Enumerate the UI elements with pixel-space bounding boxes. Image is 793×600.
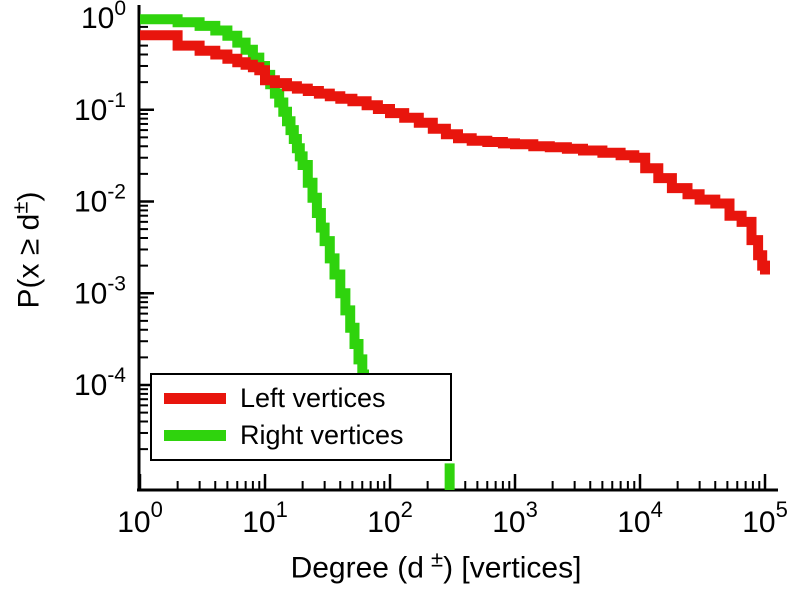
x-axis-label: Degree (d ±) [vertices] <box>291 547 582 586</box>
x-tick-label: 101 <box>242 497 288 539</box>
axes <box>137 5 778 492</box>
data-series <box>140 14 770 490</box>
x-tick-label: 105 <box>742 497 788 539</box>
x-axis-ticks: 100 101 102 103 104 105 <box>117 474 788 539</box>
legend-entry-left-vertices: Left vertices <box>164 385 450 412</box>
series-line-right-vertices <box>140 14 369 450</box>
y-tick-label: 10-1 <box>74 89 126 127</box>
y-axis-ticks: 100 10-1 10-2 10-3 10-4 <box>74 0 154 451</box>
y-tick-label: 100 <box>81 0 126 35</box>
x-tick-label: 104 <box>617 497 663 539</box>
x-tick-label: 100 <box>117 497 163 539</box>
y-tick-label: 10-4 <box>74 364 126 402</box>
y-axis-label-tail: ) <box>12 191 46 202</box>
legend-swatch-left-vertices <box>164 393 226 404</box>
y-tick-label: 10-3 <box>74 272 126 310</box>
legend-entry-right-vertices: Right vertices <box>164 422 450 449</box>
legend-swatch-right-vertices <box>164 430 226 441</box>
y-axis-label: P(x ≥ d±) <box>8 192 47 309</box>
y-tick-label: 10-2 <box>74 181 126 219</box>
x-axis-label-text: Degree (d <box>290 551 424 585</box>
legend-label-left-vertices: Left vertices <box>240 383 386 413</box>
x-tick-label: 102 <box>367 497 413 539</box>
y-axis-label-sup: ± <box>7 201 33 214</box>
x-axis-label-tail: ) [vertices] <box>443 551 582 585</box>
x-tick-label: 103 <box>492 497 538 539</box>
y-axis-label-text: P(x ≥ d <box>12 213 46 309</box>
legend-label-right-vertices: Right vertices <box>240 420 404 450</box>
x-axis-label-sup: ± <box>430 546 444 572</box>
series-line-left-vertices <box>140 30 770 275</box>
legend: Left vertices Right vertices <box>150 373 452 461</box>
